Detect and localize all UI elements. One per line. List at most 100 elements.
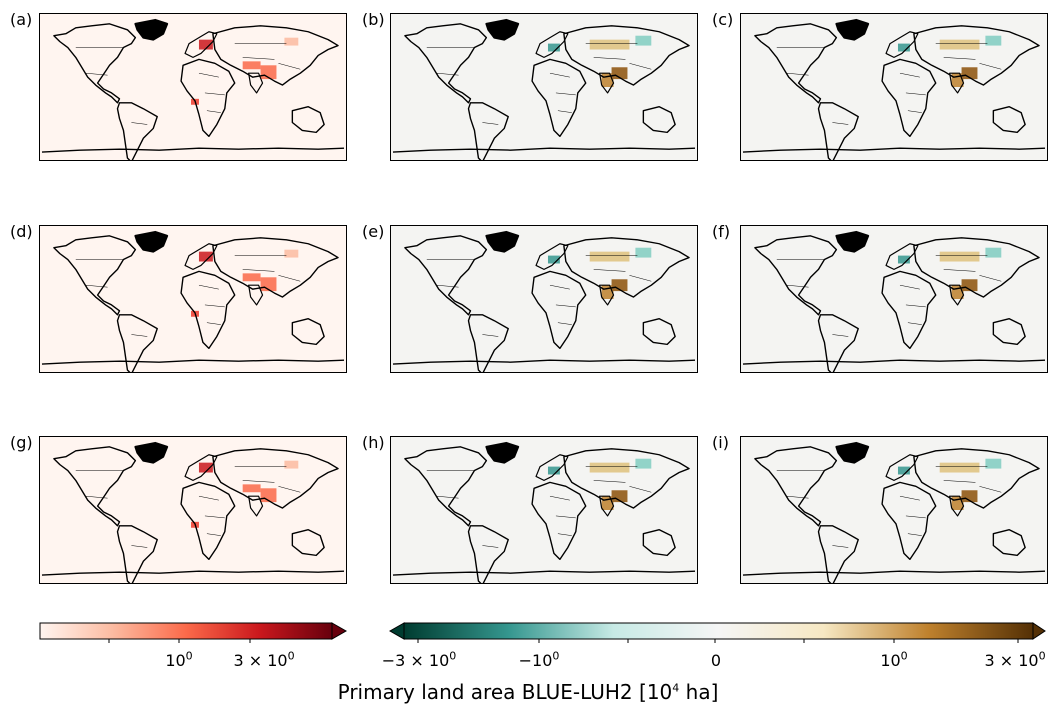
- antarctica-outline: [392, 570, 696, 576]
- south-america-outline: [817, 314, 859, 372]
- highlight-region: [284, 37, 299, 46]
- greenland-outline: [134, 18, 169, 41]
- country-borders: [776, 466, 1002, 548]
- highlight-region: [284, 460, 299, 469]
- antarctica-outline: [742, 570, 1046, 576]
- india-outline: [248, 284, 264, 306]
- australia-outline: [291, 529, 325, 557]
- highlight-region: [198, 462, 213, 473]
- sequential-colorbar: [39, 622, 348, 643]
- africa-outline: [881, 270, 937, 350]
- europe-outline: [184, 31, 218, 58]
- asia-outline: [212, 237, 339, 298]
- antarctica-outline: [392, 359, 696, 365]
- australia-outline: [642, 106, 676, 134]
- world-map: [392, 441, 696, 583]
- highlight-region: [897, 43, 910, 52]
- north-america-outline: [53, 23, 137, 104]
- south-america-outline: [817, 102, 859, 160]
- highlight-region: [242, 273, 261, 282]
- greenland-outline: [485, 230, 520, 253]
- highlight-region: [939, 462, 980, 473]
- africa-outline: [180, 58, 236, 138]
- country-borders: [426, 43, 652, 125]
- world-map: [392, 230, 696, 372]
- africa-outline: [881, 58, 937, 138]
- sequential-colorbar-extend-max: [331, 622, 348, 640]
- highlight-region: [601, 285, 614, 299]
- highlight-region: [961, 279, 978, 292]
- highlight-region: [589, 251, 630, 262]
- highlight-region: [611, 279, 628, 292]
- highlight-region: [939, 39, 980, 50]
- africa-outline: [180, 270, 236, 350]
- australia-outline: [992, 318, 1026, 346]
- highlight-region: [961, 490, 978, 503]
- highlight-region: [951, 496, 964, 510]
- antarctica-outline: [742, 359, 1046, 365]
- highlight-region: [985, 458, 1002, 469]
- country-borders: [75, 466, 301, 548]
- india-outline: [248, 72, 264, 94]
- africa-outline: [531, 58, 587, 138]
- africa-outline: [180, 481, 236, 561]
- sequential-tick-label: 100: [165, 649, 193, 670]
- north-america-outline: [754, 446, 838, 527]
- europe-outline: [535, 243, 569, 270]
- asia-outline: [913, 237, 1040, 298]
- australia-outline: [291, 318, 325, 346]
- country-borders: [426, 255, 652, 337]
- diverging-colorbar-extend-min: [389, 622, 405, 640]
- asia-outline: [212, 25, 339, 86]
- map-panel-f: [740, 225, 1048, 373]
- north-america-outline: [404, 235, 488, 316]
- highlight-region: [242, 61, 261, 70]
- map-panel-h: [390, 436, 698, 584]
- highlight-region: [611, 67, 628, 80]
- antarctica-outline: [41, 147, 345, 153]
- sequential-tick-label: 3 × 100: [233, 649, 295, 670]
- highlight-region: [547, 43, 560, 52]
- highlight-region: [547, 255, 560, 264]
- europe-outline: [885, 243, 919, 270]
- diverging-colorbar-extend-max: [1032, 622, 1046, 640]
- antarctica-outline: [41, 359, 345, 365]
- country-borders: [776, 255, 1002, 337]
- diverging-tick-label: 0: [710, 651, 722, 670]
- map-panel-d: [39, 225, 347, 373]
- highlight-region: [939, 251, 980, 262]
- greenland-outline: [485, 18, 520, 41]
- panel-label-h: (h): [362, 433, 385, 452]
- india-outline: [599, 495, 615, 517]
- map-panel-i: [740, 436, 1048, 584]
- diverging-tick-label: −3 × 100: [381, 649, 457, 670]
- country-borders: [426, 466, 652, 548]
- diverging-tick-label: −100: [518, 649, 560, 670]
- highlight-region: [985, 35, 1002, 46]
- highlight-region: [589, 39, 630, 50]
- south-america-outline: [467, 102, 509, 160]
- north-america-outline: [404, 446, 488, 527]
- diverging-tick-label: 3 × 100: [984, 649, 1046, 670]
- europe-outline: [885, 31, 919, 58]
- greenland-outline: [835, 441, 870, 464]
- europe-outline: [184, 243, 218, 270]
- north-america-outline: [53, 235, 137, 316]
- india-outline: [949, 495, 965, 517]
- south-america-outline: [116, 102, 158, 160]
- panel-label-i: (i): [712, 433, 729, 452]
- india-outline: [949, 284, 965, 306]
- south-america-outline: [817, 525, 859, 583]
- panel-label-d: (d): [10, 222, 33, 241]
- world-map: [41, 18, 345, 160]
- highlight-region: [547, 466, 560, 475]
- highlight-region: [198, 39, 213, 50]
- highlight-region: [198, 251, 213, 262]
- panel-label-a: (a): [10, 10, 33, 29]
- australia-outline: [992, 106, 1026, 134]
- map-panel-a: [39, 13, 347, 161]
- asia-outline: [913, 25, 1040, 86]
- greenland-outline: [485, 441, 520, 464]
- diverging-tick-label: 100: [880, 649, 908, 670]
- colorbar-title: Primary land area BLUE-LUH2 [104 ha]: [337, 680, 719, 704]
